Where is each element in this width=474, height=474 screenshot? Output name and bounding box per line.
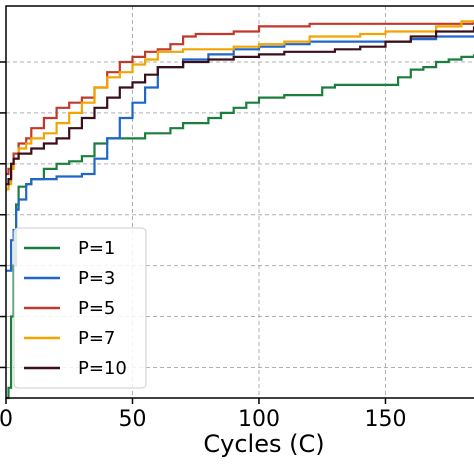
legend: P=1 P=3 P=5 P=7 P=10 <box>13 227 147 389</box>
x-tick-label: 0 <box>0 407 13 432</box>
y-axis-ticks <box>0 61 6 369</box>
legend-label: P=3 <box>78 268 115 289</box>
legend-label: P=10 <box>78 358 127 379</box>
series-line-p-10 <box>6 26 474 186</box>
series-line-p-3 <box>6 35 474 272</box>
plot-frame <box>5 5 474 399</box>
x-tick-label: 100 <box>238 407 280 432</box>
series-line-p-5 <box>6 21 474 176</box>
legend-box <box>13 227 147 389</box>
x-axis-label: Cycles (C) <box>203 430 324 458</box>
x-tick-label: 150 <box>364 407 406 432</box>
series-line-p-7 <box>6 20 474 191</box>
series-lines <box>6 20 474 400</box>
x-tick-label: 50 <box>118 407 146 432</box>
legend-label: P=5 <box>78 298 115 319</box>
x-axis-ticks: 0 50 100 150 <box>0 398 406 432</box>
legend-label: P=1 <box>78 238 115 259</box>
legend-label: P=7 <box>78 328 115 349</box>
